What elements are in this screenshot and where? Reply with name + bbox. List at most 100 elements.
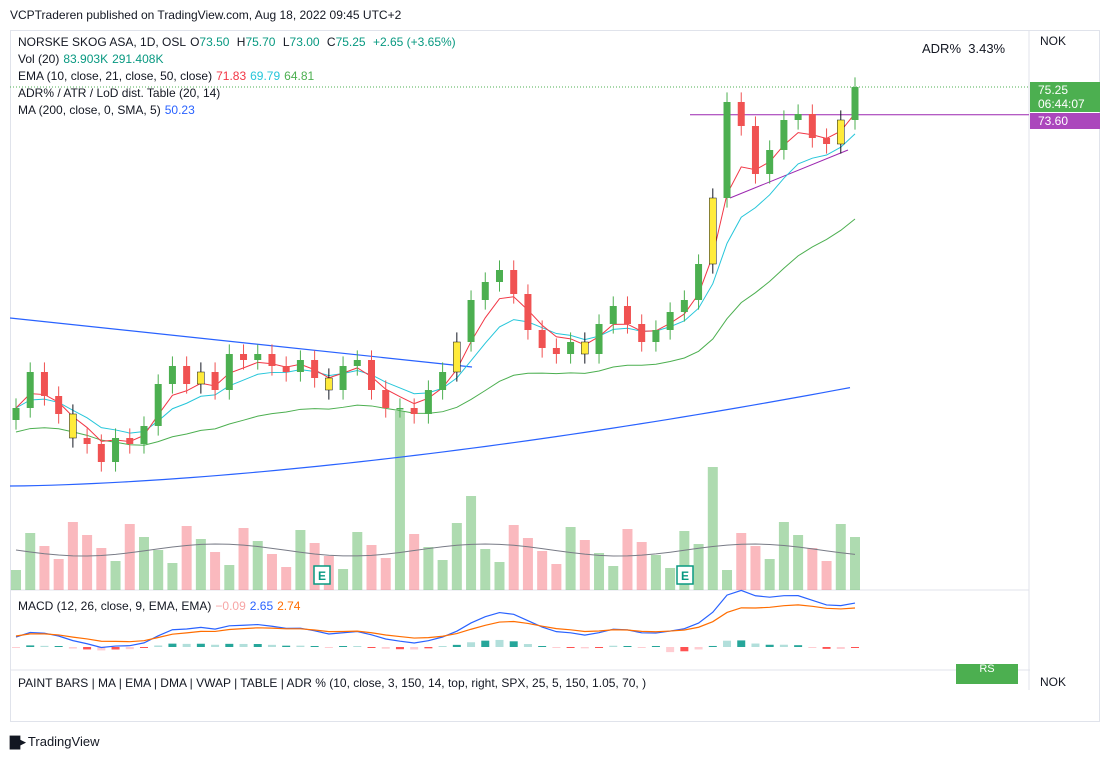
volume-bar <box>281 567 292 590</box>
macd-histogram-bar <box>751 643 760 647</box>
candle-body <box>495 270 503 282</box>
candle-body <box>638 324 646 342</box>
volume-bar <box>25 533 36 590</box>
candle-body <box>254 354 262 360</box>
candle-body <box>766 150 774 174</box>
volume-bar <box>224 565 235 590</box>
earnings-marker-icon <box>313 565 331 585</box>
macd-histogram-bar <box>68 647 77 649</box>
candle-body <box>439 372 447 390</box>
chart-frame <box>10 30 1100 722</box>
candle-body <box>396 408 404 410</box>
tradingview-footer: ▇▸ TradingView <box>10 734 100 749</box>
volume-bar <box>352 532 363 590</box>
last-price-tag: 75.25 <box>1030 82 1100 98</box>
volume-bar <box>380 558 391 590</box>
macd-histogram-bar <box>779 644 788 647</box>
adr-table: ADR% 3.43% <box>922 41 1006 56</box>
macd-histogram-bar <box>182 643 191 647</box>
volume-bar <box>181 526 192 590</box>
volume-bar <box>835 524 846 590</box>
macd-histogram-bar <box>40 645 49 647</box>
macd-histogram-bar <box>438 646 447 647</box>
macd-legend: MACD (12, 26, close, 9, EMA, EMA) −0.09 2.… <box>18 599 301 613</box>
candle-body <box>524 294 532 330</box>
macd-histogram-bar <box>467 642 476 647</box>
candle-body <box>737 102 745 126</box>
candle-body <box>12 408 20 420</box>
volume-bar <box>793 535 804 590</box>
candle-body <box>197 371 205 385</box>
macd-histogram-bar <box>168 643 177 647</box>
macd-histogram-bar <box>139 647 148 648</box>
candle-body <box>69 413 77 439</box>
volume-bar <box>338 569 349 590</box>
macd-histogram-bar <box>154 645 163 647</box>
volume-bar <box>110 561 121 590</box>
volume-bar <box>39 546 50 590</box>
volume-bar <box>522 538 533 590</box>
volume-bar <box>608 566 619 590</box>
ma200-line <box>10 387 851 487</box>
candle-body <box>837 119 845 145</box>
macd-histogram-bar <box>296 645 305 647</box>
candle-body <box>26 372 34 408</box>
volume-bar <box>409 534 420 590</box>
macd-signal-line <box>15 604 856 643</box>
candle-body <box>794 114 802 120</box>
volume-bar <box>679 531 690 590</box>
candle-body <box>368 360 376 390</box>
volume-bar <box>138 537 149 590</box>
macd-histogram-bar <box>651 646 660 647</box>
macd-histogram-bar <box>566 647 575 648</box>
volume-bar <box>778 522 789 590</box>
volume-ma-line <box>15 543 856 557</box>
candle-body <box>268 354 276 366</box>
volume-bar <box>707 467 718 590</box>
volume-bar <box>850 537 860 590</box>
macd-histogram-bar <box>708 645 717 647</box>
volume-bar <box>167 563 178 590</box>
candle-body <box>695 264 703 300</box>
candle-body <box>97 444 105 462</box>
change-value: +2.65 (+3.65%) <box>372 35 456 49</box>
candle-body <box>225 354 233 390</box>
candle-body <box>538 330 546 348</box>
macd-histogram-bar <box>737 640 746 647</box>
candle-body <box>140 426 148 444</box>
candle-body <box>780 120 788 150</box>
volume-bar <box>437 560 448 590</box>
price-chart[interactable]: 76.0072.0068.0064.0060.0056.0052.0048.00… <box>10 30 1030 690</box>
macd-histogram-bar <box>310 646 319 647</box>
candle-body <box>709 197 717 265</box>
macd-histogram-bar <box>509 641 518 647</box>
volume-bar <box>451 523 462 590</box>
candle-body <box>154 384 162 426</box>
macd-histogram-bar <box>794 645 803 647</box>
publisher-line: VCPTraderen published on TradingView.com… <box>10 8 402 22</box>
currency-label-lower: NOK <box>1040 675 1067 689</box>
level-tag: 73.60 <box>1030 113 1100 129</box>
earnings-marker-label: E <box>681 569 689 583</box>
macd-histogram-bar <box>851 647 859 648</box>
volume-bar <box>821 561 832 590</box>
volume-bar <box>295 530 306 590</box>
macd-histogram-bar <box>822 647 831 649</box>
candle-body <box>552 348 560 354</box>
volume-bar <box>124 524 135 590</box>
macd-histogram-bar <box>54 646 63 647</box>
volume-bar <box>807 548 818 590</box>
macd-histogram-bar <box>125 647 134 650</box>
macd-histogram-bar <box>808 647 817 648</box>
candle-body <box>851 87 859 120</box>
macd-histogram-bar <box>12 647 20 648</box>
macd-histogram-bar <box>580 647 589 649</box>
rising-support-line <box>729 149 849 199</box>
volume-bar <box>238 528 249 590</box>
macd-histogram-bar <box>111 647 120 650</box>
candle-body <box>751 126 759 174</box>
macd-histogram-bar <box>538 646 547 647</box>
macd-histogram-bar <box>339 646 348 647</box>
volume-bar <box>466 496 477 590</box>
macd-histogram-bar <box>495 639 504 647</box>
